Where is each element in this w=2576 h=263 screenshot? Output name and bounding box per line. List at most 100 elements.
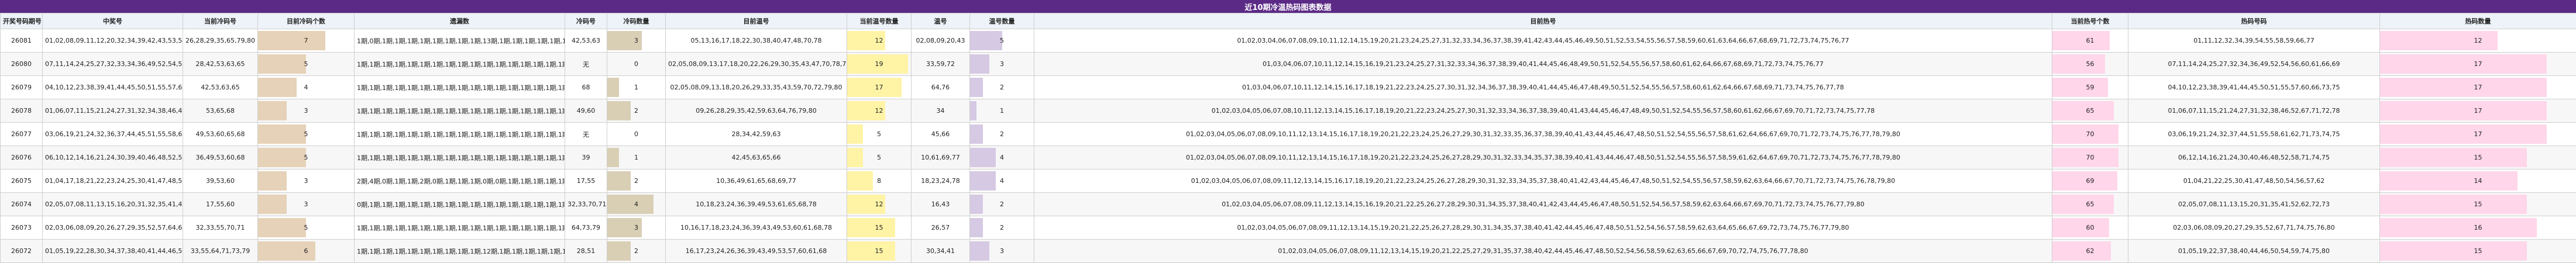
cell-hot: 01,02,03,04,05,06,07,08,09,10,11,12,13,1… (1034, 123, 2052, 146)
count-value: 1 (634, 154, 638, 161)
cell-warm-code-count: 5 (970, 29, 1034, 53)
cell-warm: 02,05,08,09,13,18,20,26,29,33,35,43,59,7… (666, 76, 847, 99)
column-header[interactable]: 目前热号 (1034, 13, 2052, 29)
cell-warm-count: 5 (847, 123, 912, 146)
cell-hot: 01,02,03,04,06,07,08,09,10,11,12,14,15,1… (1034, 29, 2052, 53)
cell-cold: 39,53,60 (183, 169, 258, 193)
column-header[interactable]: 热码数量 (2380, 13, 2576, 29)
count-bar (258, 148, 306, 167)
count-bar (607, 241, 631, 261)
cell-hot-count: 59 (2052, 76, 2128, 99)
cell-hot-count: 70 (2052, 146, 2128, 169)
cell-cold-count: 6 (258, 240, 355, 263)
column-header[interactable]: 中奖号 (43, 13, 183, 29)
column-header[interactable]: 目前冷码个数 (258, 13, 355, 29)
column-header[interactable]: 当前热号个数 (2052, 13, 2128, 29)
count-bar (258, 31, 325, 50)
cell-omit: 1期,0期,1期,1期,1期,1期,1期,1期,1期,1期,13期,1期,1期,… (355, 29, 565, 53)
cell-cold-code: 39 (565, 146, 607, 169)
header-row: 开奖号码期号中奖号当前冷码号目前冷码个数遗漏数冷码号冷码数量目前温号当前温号数量… (1, 13, 2576, 29)
cell-hot: 01,03,04,06,07,10,11,12,14,15,16,19,21,2… (1034, 53, 2052, 76)
count-bar (2380, 78, 2547, 97)
cell-warm-code-count: 2 (970, 193, 1034, 216)
cell-issue: 26075 (1, 169, 43, 193)
count-value: 17 (2474, 60, 2482, 68)
column-header[interactable]: 当前冷码号 (183, 13, 258, 29)
cell-cold-code-count: 2 (607, 169, 666, 193)
count-bar (2380, 218, 2537, 237)
cell-warm-count: 12 (847, 193, 912, 216)
column-header[interactable]: 开奖号码期号 (1, 13, 43, 29)
cell-numbers: 06,10,12,14,16,21,24,30,39,40,46,48,52,5… (43, 146, 183, 169)
data-table: 开奖号码期号中奖号当前冷码号目前冷码个数遗漏数冷码号冷码数量目前温号当前温号数量… (0, 13, 2576, 263)
count-bar (970, 148, 996, 167)
cell-hot-code-count: 15 (2380, 240, 2576, 263)
cell-issue: 26072 (1, 240, 43, 263)
column-header[interactable]: 遗漏数 (355, 13, 565, 29)
count-bar (970, 101, 976, 120)
count-bar (2052, 218, 2109, 237)
count-value: 3 (304, 107, 308, 115)
cell-numbers: 03,06,19,21,24,32,36,37,44,45,51,55,58,6… (43, 123, 183, 146)
count-value: 2 (1000, 200, 1004, 208)
count-value: 3 (1000, 60, 1004, 68)
count-value: 12 (2474, 37, 2482, 44)
cell-warm-code: 26,57 (912, 216, 970, 240)
column-header[interactable]: 目前温号 (666, 13, 847, 29)
count-value: 2 (1000, 130, 1004, 138)
count-bar (970, 54, 989, 74)
column-header[interactable]: 温号数量 (970, 13, 1034, 29)
cell-warm: 02,05,08,09,13,17,18,20,22,26,29,30,35,4… (666, 53, 847, 76)
count-bar (970, 124, 983, 144)
cell-hot-code: 01,05,19,22,37,38,40,44,46,50,54,59,74,7… (2128, 240, 2380, 263)
count-bar (607, 148, 619, 167)
count-bar (607, 101, 631, 120)
cell-hot: 01,02,03,04,05,06,07,08,09,10,11,12,13,1… (1034, 146, 2052, 169)
cell-hot-code-count: 17 (2380, 53, 2576, 76)
count-bar (258, 101, 287, 120)
cell-warm-code-count: 4 (970, 146, 1034, 169)
count-value: 5 (1000, 37, 1004, 44)
cell-hot-code-count: 12 (2380, 29, 2576, 53)
column-header[interactable]: 温号 (912, 13, 970, 29)
column-header[interactable]: 热码号码 (2128, 13, 2380, 29)
column-header[interactable]: 冷码数量 (607, 13, 666, 29)
cell-hot-count: 65 (2052, 99, 2128, 123)
count-value: 6 (304, 247, 308, 255)
cell-warm-count: 19 (847, 53, 912, 76)
cell-hot-code-count: 14 (2380, 169, 2576, 193)
cell-numbers: 04,10,12,23,38,39,41,44,45,50,51,55,57,6… (43, 76, 183, 99)
count-value: 17 (2474, 84, 2482, 91)
cell-numbers: 07,11,14,24,25,27,32,33,34,36,49,52,54,5… (43, 53, 183, 76)
cell-issue: 26078 (1, 99, 43, 123)
cell-hot-code: 02,05,07,08,11,13,15,20,31,35,41,52,62,7… (2128, 193, 2380, 216)
cell-hot-code: 01,06,07,11,15,21,24,27,31,32,38,46,52,6… (2128, 99, 2380, 123)
column-header[interactable]: 当前温号数量 (847, 13, 912, 29)
count-value: 2 (634, 177, 638, 185)
cell-cold-count: 3 (258, 169, 355, 193)
cell-warm-count: 5 (847, 146, 912, 169)
count-value: 19 (875, 60, 883, 68)
count-value: 56 (2086, 60, 2094, 68)
cell-cold-code-count: 1 (607, 146, 666, 169)
count-bar (258, 124, 306, 144)
cell-hot-code-count: 15 (2380, 146, 2576, 169)
count-bar (847, 241, 895, 261)
count-value: 69 (2086, 177, 2094, 185)
cell-warm: 10,16,17,18,23,24,36,39,43,49,53,60,61,6… (666, 216, 847, 240)
cell-hot-count: 60 (2052, 216, 2128, 240)
cell-cold-code: 无 (565, 53, 607, 76)
column-header[interactable]: 冷码号 (565, 13, 607, 29)
cell-warm: 42,45,63,65,66 (666, 146, 847, 169)
count-bar (607, 171, 631, 191)
